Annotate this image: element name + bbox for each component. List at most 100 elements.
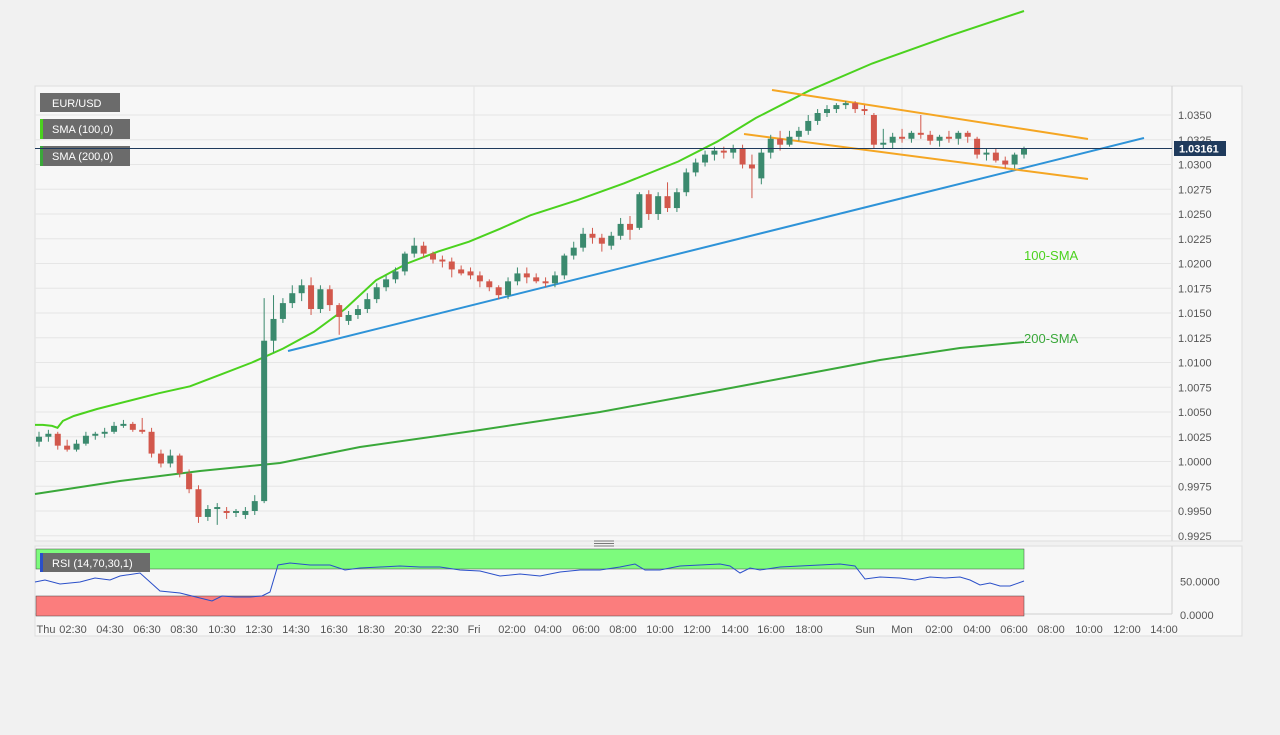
candle [139,429,146,432]
time-tick-label: 10:00 [1075,624,1103,636]
rsi-legend[interactable]: RSI (14,70,30,1) [40,553,150,572]
candle [73,443,80,450]
candle [82,435,89,444]
candle [927,134,934,141]
candle [711,150,718,155]
time-tick-label: Fri [468,624,481,636]
candle [880,142,887,145]
candle [702,154,709,163]
candle [120,423,127,426]
candle [852,103,859,110]
candle [786,136,793,145]
time-tick-label: 08:30 [170,624,198,636]
grid-lines [35,86,1172,541]
price-tick-label: 1.0350 [1178,110,1212,122]
rsi-overbought-zone [35,548,1025,570]
candles [36,101,1027,525]
candle [430,253,436,260]
candle [720,150,727,153]
time-tick-label: 14:30 [282,624,310,636]
price-tick-label: 0.9925 [1178,531,1212,543]
trend-lines [287,89,1145,352]
candle [373,287,380,300]
candle [495,287,502,296]
candle [214,507,221,510]
time-tick-label: 08:00 [1037,624,1065,636]
candle [242,511,249,515]
candle [364,299,371,310]
candle [767,138,774,153]
price-tick-label: 0.9950 [1178,506,1212,518]
sma200-label: 200-SMA [1024,331,1079,346]
time-tick-label: 18:30 [357,624,385,636]
time-tick-label: 06:00 [1000,624,1028,636]
candle [664,196,671,209]
candle [317,289,324,310]
candle [645,194,652,214]
candle [326,289,333,306]
time-tick-label: 16:00 [757,624,785,636]
candle [570,247,577,256]
candle [148,431,155,454]
candle [955,132,962,139]
candle [111,425,118,432]
price-tick-label: 1.0200 [1178,259,1212,271]
sma100-label: 100-SMA [1024,248,1079,263]
candle [336,305,343,317]
time-tick-label: 22:30 [431,624,459,636]
candle [739,148,746,165]
candle [308,285,315,310]
candle [514,273,521,282]
candle [251,501,258,511]
candle [899,136,906,139]
sma100-legend[interactable]: SMA (100,0) [40,119,130,139]
time-tick-label: 16:30 [320,624,348,636]
candle [64,445,71,450]
candle [683,172,690,193]
time-tick-label: 18:00 [795,624,823,636]
candle [383,279,390,288]
candle [345,314,352,321]
candle [692,162,699,173]
candle [186,473,193,490]
price-axis: 1.03501.03251.03001.02751.02501.02251.02… [1178,110,1212,543]
candle [476,275,483,282]
candle [411,245,418,254]
time-tick-label: 02:00 [925,624,953,636]
candle [289,293,296,304]
candle [917,132,924,135]
symbol-legend[interactable]: EUR/USD [40,93,120,112]
sma-lines [34,10,1025,495]
time-tick-label: 12:00 [1113,624,1141,636]
time-tick-label: Sun [855,624,875,636]
candle [542,281,549,284]
time-tick-label: 20:30 [394,624,422,636]
candle [467,271,474,276]
last-price-label: 1.03161 [1179,144,1219,156]
candle [486,281,493,288]
candle [861,109,868,112]
panel-resize-handle[interactable] [594,540,614,547]
candle [870,115,877,145]
candle [223,511,230,513]
candle [523,273,530,278]
candle [580,233,587,248]
rsi-line [34,562,1025,602]
candle [636,194,643,228]
sma200-legend[interactable]: SMA (200,0) [40,146,130,166]
candle [561,255,568,276]
support-trendline [287,137,1145,352]
time-tick-label: 04:00 [963,624,991,636]
candle [458,269,465,274]
time-axis: Thu 02:30 04:30 06:30 08:30 10:30 12:30 14:30 16… [37,624,1178,636]
candle [354,309,361,315]
time-tick-label: 12:30 [245,624,273,636]
candle [157,453,164,464]
sma200-legend-label: SMA (200,0) [52,151,113,163]
candle [617,223,624,236]
candle [439,259,446,262]
price-tick-label: 1.0100 [1178,358,1212,370]
time-tick-label: 02:30 [59,624,87,636]
